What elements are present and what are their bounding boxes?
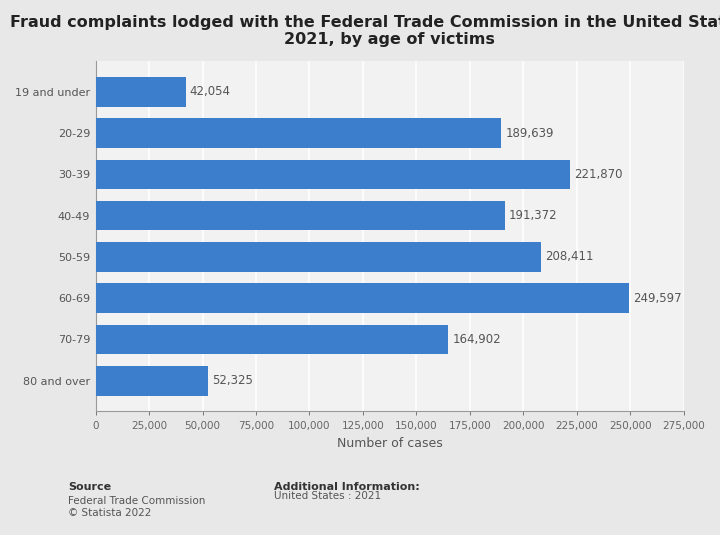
Text: Federal Trade Commission
© Statista 2022: Federal Trade Commission © Statista 2022 [68,496,206,518]
Bar [96,242,541,272]
Text: Source: Source [68,482,112,492]
Text: 164,902: 164,902 [452,333,501,346]
Text: 189,639: 189,639 [505,127,554,140]
Text: 221,870: 221,870 [575,168,623,181]
Text: 52,325: 52,325 [212,374,253,387]
Text: United States : 2021: United States : 2021 [274,491,381,501]
Bar [96,77,186,106]
Text: 42,054: 42,054 [190,86,231,98]
Bar [96,159,570,189]
Bar [96,118,501,148]
Title: Fraud complaints lodged with the Federal Trade Commission in the United States i: Fraud complaints lodged with the Federal… [10,15,720,48]
Text: 208,411: 208,411 [546,250,594,263]
Text: Additional Information:: Additional Information: [274,482,419,492]
Bar [96,325,449,354]
Bar [96,366,207,395]
X-axis label: Number of cases: Number of cases [337,438,443,450]
Text: 249,597: 249,597 [634,292,683,304]
Text: 191,372: 191,372 [509,209,558,222]
Bar [96,284,629,313]
Bar [96,201,505,231]
